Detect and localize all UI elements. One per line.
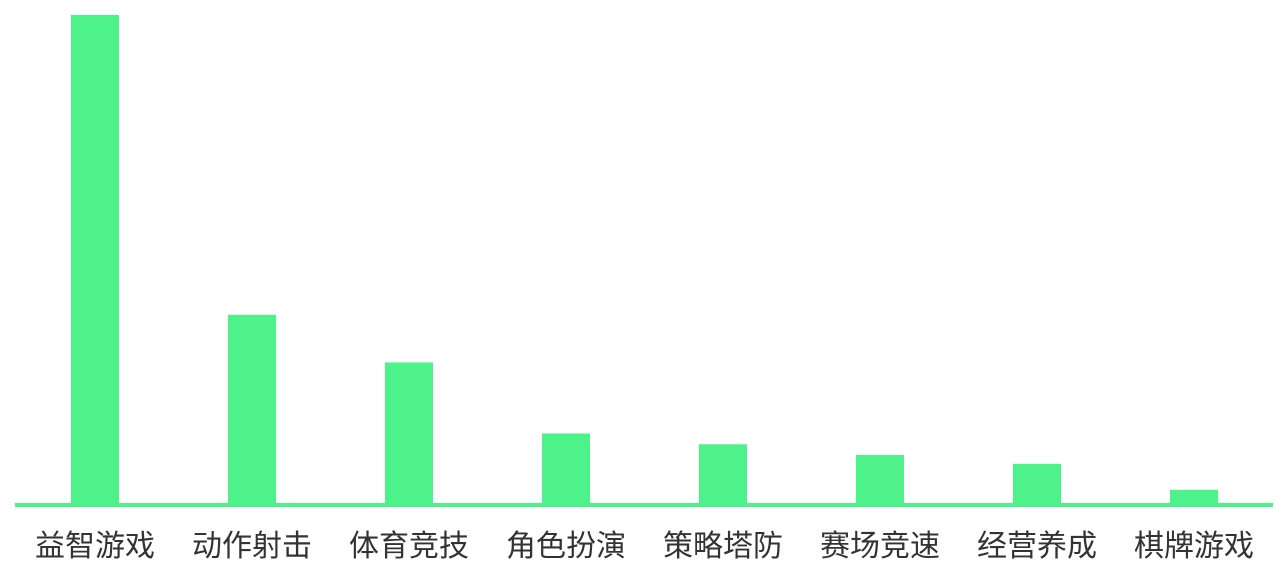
category-label-3: 体育竞技 — [349, 529, 469, 564]
bar-4 — [542, 433, 590, 505]
category-label-4: 角色扮演 — [506, 529, 626, 564]
bar-2 — [228, 314, 276, 505]
category-label-7: 经营养成 — [977, 529, 1097, 564]
bar-5 — [699, 444, 747, 505]
bar-1 — [71, 15, 119, 505]
category-label-8: 棋牌游戏 — [1134, 529, 1254, 564]
bar-8 — [1170, 489, 1218, 505]
category-label-2: 动作射击 — [192, 529, 312, 564]
category-label-5: 策略塔防 — [663, 529, 783, 564]
category-labels-group: 益智游戏 动作射击 体育竞技 角色扮演 策略塔防 赛场竞速 经营养成 棋牌游戏 — [35, 529, 1254, 564]
category-label-6: 赛场竞速 — [820, 529, 940, 564]
bar-3 — [385, 362, 433, 505]
bars-group — [71, 15, 1218, 505]
category-label-1: 益智游戏 — [35, 529, 155, 564]
bar-7 — [1013, 463, 1061, 505]
bar-6 — [856, 455, 904, 505]
